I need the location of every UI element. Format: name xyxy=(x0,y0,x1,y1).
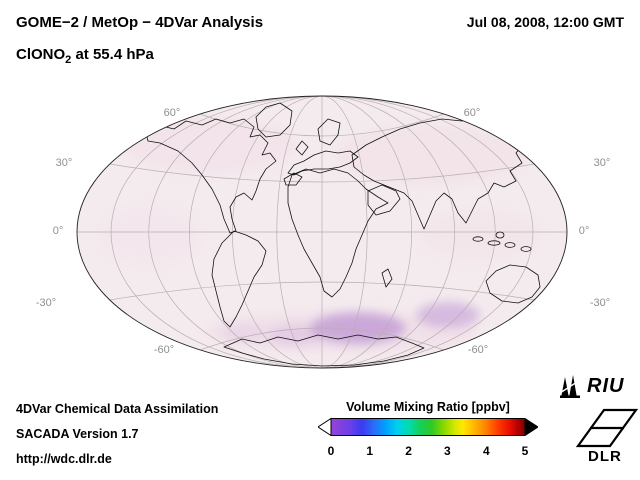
lat-label-60-right: 60° xyxy=(463,107,481,119)
lat-label-m30-right: -30° xyxy=(589,297,611,309)
colorbar-gradient xyxy=(318,418,538,436)
map-frame xyxy=(76,95,568,369)
lat-label-60-left: 60° xyxy=(163,107,181,119)
colorbar-ramp xyxy=(330,418,526,436)
plot-subtitle: ClONO2 at 55.4 hPa xyxy=(16,46,154,66)
footer-assimilation-label: 4DVar Chemical Data Assimilation xyxy=(16,402,219,416)
colorbar-tick-4: 4 xyxy=(482,444,490,458)
lat-label-m60-left: -60° xyxy=(153,344,175,356)
species-subscript: 2 xyxy=(65,54,72,66)
dlr-logo-icon xyxy=(575,408,639,448)
world-map xyxy=(76,95,568,369)
lat-label-0-left: 0° xyxy=(52,225,64,237)
lat-label-m30-left: -30° xyxy=(35,297,57,309)
riu-logo: RIU xyxy=(560,374,624,398)
dlr-logo: DLR xyxy=(575,408,639,470)
footer-url-label: http://wdc.dlr.de xyxy=(16,452,112,466)
colorbar: Volume Mixing Ratio [ppbv] xyxy=(318,400,538,464)
colorbar-tick-0: 0 xyxy=(327,444,335,458)
pressure-level: at 55.4 hPa xyxy=(71,46,154,63)
lat-label-30-right: 30° xyxy=(593,157,611,169)
riu-logo-text: RIU xyxy=(587,374,625,397)
datetime-label: Jul 08, 2008, 12:00 GMT xyxy=(466,14,624,30)
colorbar-tick-3: 3 xyxy=(444,444,451,458)
graticule xyxy=(77,96,567,368)
lat-label-30-left: 30° xyxy=(55,157,73,169)
lat-label-0-right: 0° xyxy=(578,225,590,237)
colorbar-title: Volume Mixing Ratio [ppbv] xyxy=(346,400,510,414)
footer-version-label: SACADA Version 1.7 xyxy=(16,427,139,441)
colorbar-tick-5: 5 xyxy=(521,444,529,458)
riu-logo-icon xyxy=(560,375,581,398)
species-name: ClONO xyxy=(16,46,66,63)
colorbar-under-range-arrow xyxy=(318,418,332,436)
colorbar-tick-2: 2 xyxy=(405,444,412,458)
lat-label-m60-right: -60° xyxy=(467,344,489,356)
plot-title: GOME−2 / MetOp − 4DVar Analysis xyxy=(16,14,264,31)
colorbar-over-range-arrow xyxy=(524,418,538,436)
colorbar-tick-1: 1 xyxy=(366,444,374,458)
dlr-logo-text: DLR xyxy=(588,448,622,465)
